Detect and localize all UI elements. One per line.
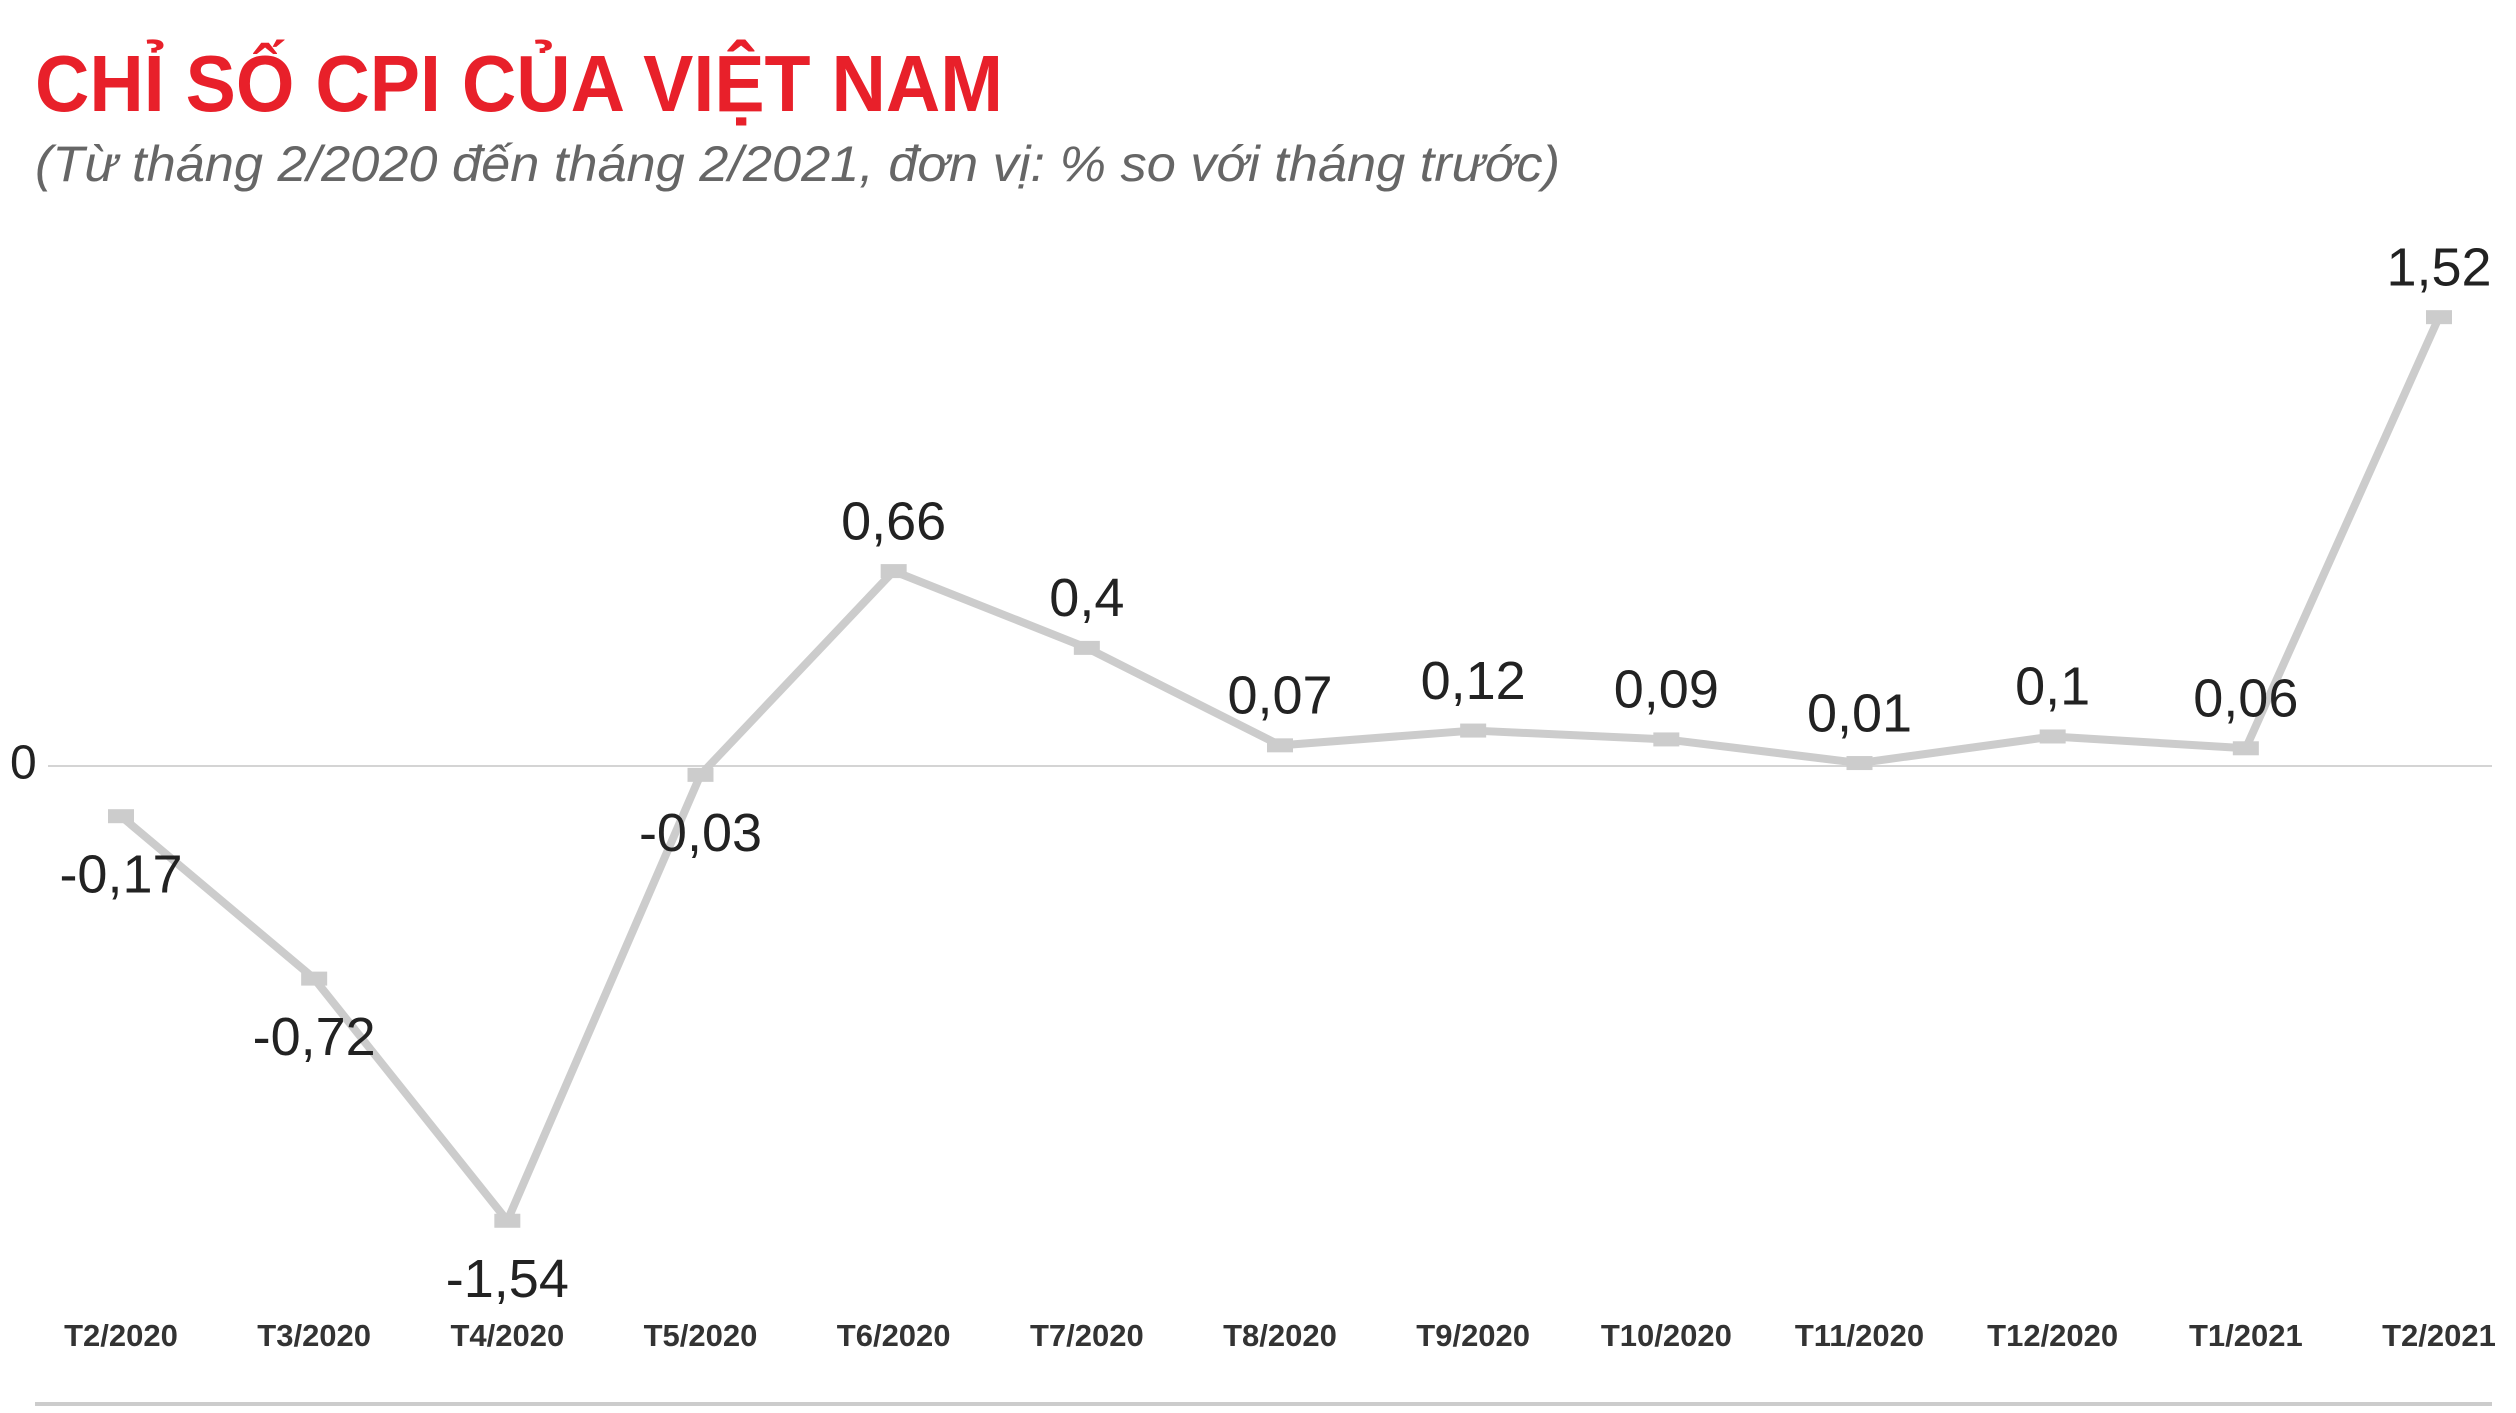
point-marker — [301, 971, 328, 986]
value-label: 0,07 — [1227, 666, 1332, 726]
point-marker — [2232, 741, 2259, 756]
value-label: 0,06 — [2193, 669, 2298, 729]
value-label: -0,17 — [59, 844, 182, 904]
point-marker — [687, 767, 714, 782]
point-marker — [1846, 756, 1873, 771]
value-label: 1,52 — [2386, 237, 2491, 297]
value-label: -0,03 — [639, 803, 762, 863]
value-label: 0,4 — [1049, 568, 1124, 628]
x-tick-label: T4/2020 — [450, 1318, 564, 1353]
point-marker — [1460, 723, 1487, 738]
x-tick-label: T12/2020 — [1987, 1318, 2118, 1353]
value-label: 0,01 — [1807, 683, 1912, 743]
value-label: -1,54 — [446, 1249, 569, 1309]
chart-subtitle: (Từ tháng 2/2020 đến tháng 2/2021, đơn v… — [35, 136, 1560, 192]
point-marker — [1267, 738, 1293, 753]
chart-title: CHỈ SỐ CPI CỦA VIỆT NAM — [35, 39, 1003, 128]
x-tick-label: T2/2020 — [64, 1318, 178, 1353]
x-tick-label: T1/2021 — [2189, 1318, 2303, 1353]
x-tick-label: T10/2020 — [1601, 1318, 1732, 1353]
y-tick-label: 0 — [10, 737, 37, 790]
value-label: -0,72 — [253, 1007, 376, 1067]
x-tick-label: T9/2020 — [1416, 1318, 1530, 1353]
point-marker — [108, 809, 134, 824]
x-tick-label: T8/2020 — [1223, 1318, 1337, 1353]
x-tick-label: T2/2021 — [2382, 1318, 2496, 1353]
x-tick-label: T11/2020 — [1795, 1318, 1924, 1353]
point-marker — [2039, 729, 2066, 744]
x-tick-label: T5/2020 — [644, 1318, 758, 1353]
value-label: 0,66 — [841, 491, 946, 551]
point-marker — [880, 564, 907, 579]
series-line — [118, 315, 2443, 1225]
x-tick-label: T6/2020 — [837, 1318, 951, 1353]
point-marker — [494, 1213, 521, 1228]
x-tick-label: T3/2020 — [257, 1318, 371, 1353]
value-label: 0,09 — [1614, 660, 1719, 720]
point-marker — [1073, 640, 1100, 655]
value-label: 0,1 — [2015, 657, 2090, 717]
point-marker — [1653, 732, 1680, 747]
value-label: 0,12 — [1421, 651, 1526, 711]
x-tick-label: T7/2020 — [1030, 1318, 1144, 1353]
point-marker — [2426, 310, 2452, 325]
